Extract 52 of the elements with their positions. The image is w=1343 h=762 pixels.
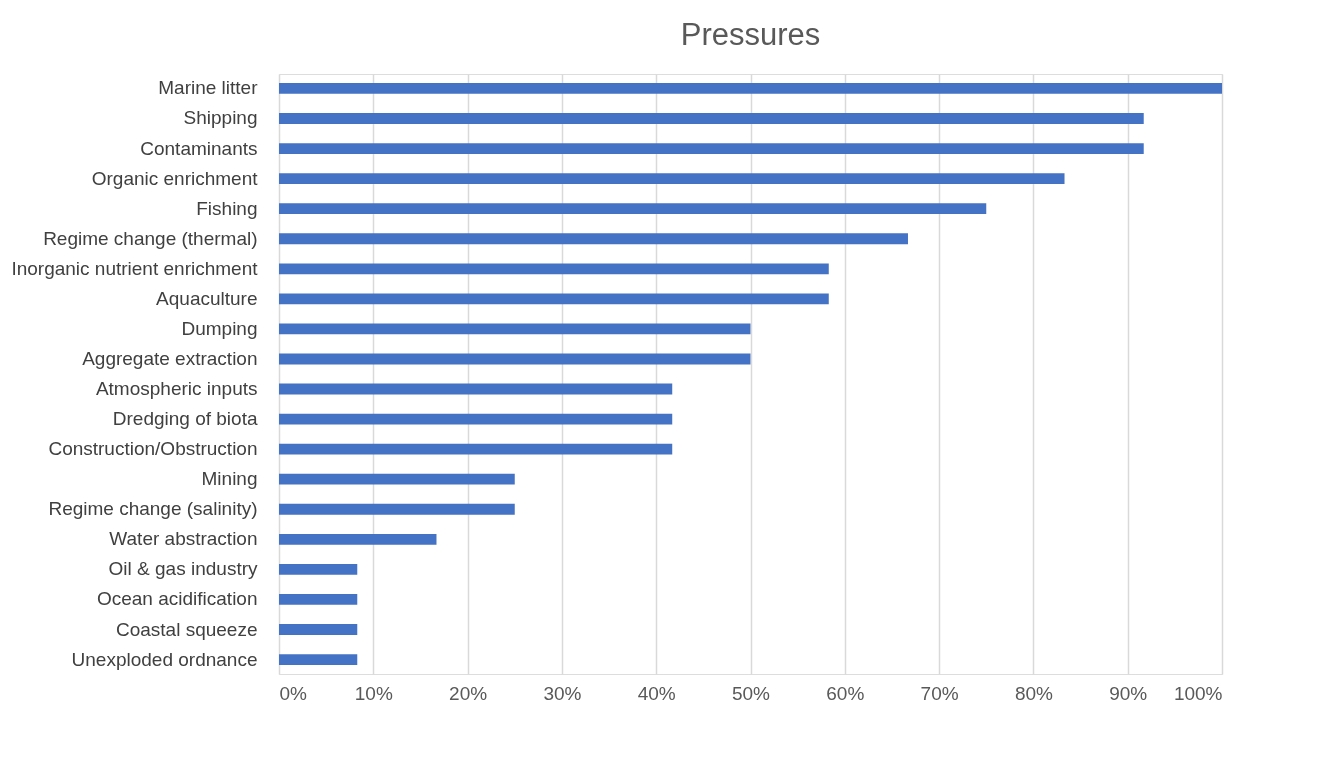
y-tick-label: Atmospheric inputs — [95, 378, 258, 400]
bar — [279, 533, 437, 545]
y-tick-label: Fishing — [196, 197, 258, 219]
y-tick-label: Shipping — [183, 107, 258, 129]
y-tick-label: Water abstraction — [109, 528, 258, 550]
y-tick-label: Unexploded ordnance — [71, 648, 258, 670]
bar — [279, 233, 908, 245]
x-tick-label: 70% — [920, 682, 959, 704]
x-tick-label: 20% — [449, 682, 488, 704]
bar — [279, 113, 1144, 124]
y-tick-label: Oil & gas industry — [108, 558, 258, 580]
y-tick-label: Marine litter — [158, 77, 259, 99]
bar — [279, 323, 751, 335]
y-tick-label: Inorganic nutrient enrichment — [11, 257, 259, 279]
x-tick-label: 80% — [1014, 682, 1054, 704]
y-tick-label: Ocean acidification — [96, 588, 258, 610]
x-tick-label: 100% — [1173, 682, 1223, 704]
x-tick-label: 40% — [637, 682, 676, 704]
chart-title: Pressures — [680, 17, 821, 52]
bar — [279, 654, 358, 665]
y-tick-label: Aquaculture — [156, 287, 258, 309]
y-tick-label: Construction/Obstruction — [48, 438, 258, 460]
bar — [279, 503, 515, 515]
bar — [279, 443, 673, 455]
bar — [279, 353, 751, 365]
x-tick-label: 60% — [826, 682, 865, 704]
y-tick-label: Aggregate extraction — [82, 347, 258, 369]
bar — [279, 173, 1065, 185]
y-tick-label: Organic enrichment — [91, 167, 259, 189]
bar — [279, 293, 829, 305]
y-tick-label: Regime change (salinity) — [48, 498, 258, 520]
x-tick-label: 0% — [279, 682, 308, 704]
y-tick-label: Regime change (thermal) — [43, 227, 258, 249]
bar — [279, 143, 1144, 154]
x-tick-label: 10% — [354, 682, 393, 704]
x-tick-label: 90% — [1109, 682, 1148, 704]
y-tick-label: Mining — [201, 468, 258, 490]
y-tick-label: Dredging of biota — [112, 408, 258, 430]
bar — [279, 83, 1222, 94]
bar — [279, 473, 515, 485]
y-tick-label: Contaminants — [140, 137, 258, 159]
x-tick-label: 50% — [731, 682, 771, 704]
bar — [279, 563, 358, 575]
bar — [279, 263, 829, 275]
bar — [279, 383, 673, 395]
y-tick-label: Dumping — [181, 317, 258, 339]
y-tick-label: Coastal squeeze — [115, 618, 258, 640]
x-tick-label: 30% — [543, 682, 582, 704]
bar — [279, 203, 987, 215]
bar — [279, 594, 358, 605]
bar — [279, 413, 673, 425]
bar — [279, 624, 358, 635]
